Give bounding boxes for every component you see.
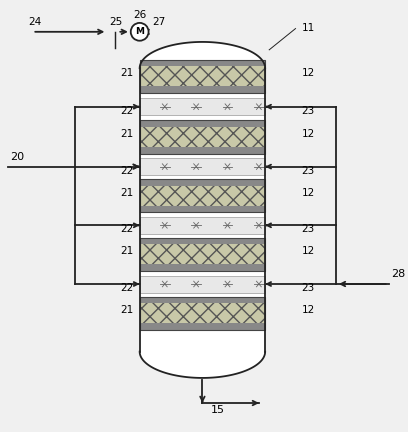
Bar	[140, 86, 265, 93]
Text: 22: 22	[120, 165, 133, 176]
Text: 15: 15	[211, 405, 224, 415]
Bar	[140, 206, 265, 213]
Text: 21: 21	[120, 68, 133, 78]
Bar	[140, 67, 265, 86]
Ellipse shape	[140, 325, 265, 378]
Bar	[140, 60, 265, 67]
Text: 12: 12	[302, 187, 315, 197]
Bar	[140, 303, 265, 323]
Text: 21: 21	[120, 187, 133, 197]
Bar	[140, 217, 265, 234]
Text: 23: 23	[302, 283, 315, 293]
Text: 22: 22	[120, 106, 133, 116]
Bar	[140, 68, 265, 352]
Bar	[140, 276, 265, 292]
Text: 21: 21	[120, 246, 133, 256]
Text: 21: 21	[120, 129, 133, 139]
Bar	[140, 127, 265, 147]
Bar	[140, 186, 265, 206]
Bar	[140, 264, 265, 271]
Text: 22: 22	[120, 283, 133, 293]
Text: 22: 22	[120, 224, 133, 234]
Bar	[140, 238, 265, 245]
Text: 11: 11	[302, 23, 315, 33]
Text: 23: 23	[302, 165, 315, 176]
Text: 27: 27	[152, 17, 165, 27]
Bar	[140, 296, 265, 303]
Text: 12: 12	[302, 68, 315, 78]
Text: 28: 28	[390, 269, 405, 279]
Bar	[140, 60, 265, 93]
Bar	[140, 147, 265, 154]
Bar	[140, 158, 265, 175]
Text: 12: 12	[302, 305, 315, 315]
Bar	[140, 121, 265, 127]
Text: 12: 12	[302, 129, 315, 139]
Text: 12: 12	[302, 246, 315, 256]
Bar	[140, 296, 265, 330]
Text: 26: 26	[133, 10, 146, 20]
Bar	[140, 121, 265, 154]
Bar	[140, 245, 265, 264]
Bar	[140, 98, 265, 115]
Bar	[140, 238, 265, 271]
Text: 25: 25	[109, 17, 122, 27]
Bar	[140, 179, 265, 213]
Text: 23: 23	[302, 106, 315, 116]
Circle shape	[131, 23, 149, 41]
Text: 23: 23	[302, 224, 315, 234]
Text: M: M	[135, 27, 144, 36]
Text: 20: 20	[10, 152, 24, 162]
Bar	[140, 323, 265, 330]
Bar	[140, 179, 265, 186]
Text: 22: 22	[206, 76, 220, 86]
Ellipse shape	[140, 42, 265, 95]
Text: 24: 24	[28, 17, 42, 27]
Text: 21: 21	[120, 305, 133, 315]
